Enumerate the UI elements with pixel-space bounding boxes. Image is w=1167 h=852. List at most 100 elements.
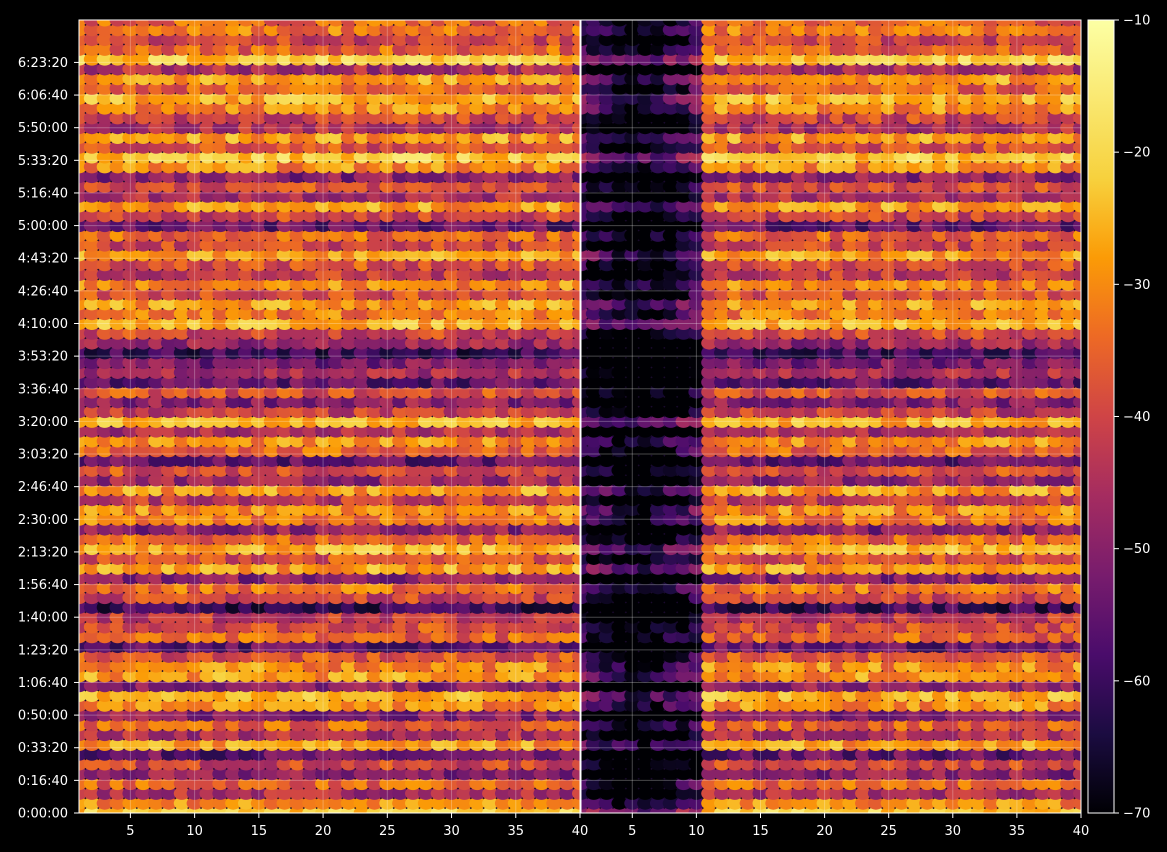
heatmap-cell: [662, 708, 679, 722]
heatmap-cell: [122, 356, 139, 370]
heatmap-cell: [173, 483, 190, 497]
heatmap-cell: [688, 620, 705, 634]
heatmap-cell: [340, 454, 357, 468]
heatmap-cell: [443, 20, 460, 27]
heatmap-cell: [752, 405, 769, 419]
heatmap-cell: [238, 522, 254, 536]
heatmap-cell: [533, 101, 550, 115]
heatmap-cell: [96, 297, 113, 311]
heatmap-cell: [83, 473, 100, 487]
heatmap-cell: [96, 532, 113, 546]
heatmap-cell: [225, 463, 242, 477]
heatmap-cell: [340, 140, 357, 154]
heatmap-cell: [276, 503, 293, 517]
heatmap-cell: [778, 767, 795, 781]
heatmap-cell: [714, 414, 731, 428]
heatmap-cell: [225, 307, 242, 321]
heatmap-cell: [520, 708, 537, 722]
heatmap-cell: [1073, 640, 1081, 654]
heatmap-cell: [765, 777, 782, 791]
heatmap-cell: [752, 669, 769, 683]
heatmap-cell: [482, 522, 499, 536]
heatmap-cell: [212, 571, 229, 585]
heatmap-cell: [1021, 473, 1038, 487]
heatmap-cell: [109, 209, 126, 223]
heatmap-cell: [379, 463, 396, 477]
heatmap-cell: [225, 747, 242, 761]
heatmap-cell: [520, 238, 537, 252]
heatmap-cell: [405, 679, 421, 693]
heatmap-cell: [842, 473, 859, 487]
heatmap-cell: [327, 610, 344, 624]
heatmap-cell: [160, 385, 177, 399]
heatmap-cell: [199, 669, 216, 683]
heatmap-cell: [289, 454, 306, 468]
heatmap-cell: [688, 551, 705, 565]
heatmap-cell: [96, 268, 113, 282]
heatmap-cell: [122, 610, 139, 624]
heatmap-cell: [624, 395, 641, 409]
heatmap-cell: [675, 581, 692, 595]
heatmap-cell: [160, 522, 177, 536]
heatmap-cell: [546, 209, 563, 223]
heatmap-cell: [456, 463, 473, 477]
heatmap-cell: [366, 679, 383, 693]
heatmap-cell: [148, 72, 165, 86]
heatmap-cell: [816, 551, 833, 565]
heatmap-cell: [546, 473, 563, 487]
heatmap-cell: [559, 189, 576, 203]
heatmap-cell: [546, 640, 563, 654]
heatmap-cell: [572, 689, 580, 703]
heatmap-cell: [289, 307, 306, 321]
heatmap-cell: [417, 532, 434, 546]
heatmap-cell: [469, 228, 486, 242]
heatmap-cell: [315, 659, 332, 673]
heatmap-cell: [893, 728, 910, 742]
heatmap-cell: [867, 414, 884, 428]
heatmap-cell: [96, 287, 113, 301]
heatmap-cell: [520, 512, 537, 526]
heatmap-cell: [199, 62, 216, 76]
heatmap-cell: [340, 620, 357, 634]
heatmap-cell: [199, 23, 216, 37]
heatmap-cell: [109, 405, 126, 419]
heatmap-cell: [867, 473, 884, 487]
heatmap-cell: [315, 23, 332, 37]
heatmap-cell: [688, 679, 705, 693]
heatmap-cell: [186, 219, 203, 233]
heatmap-cell: [186, 737, 203, 751]
heatmap-cell: [726, 649, 743, 663]
heatmap-cell: [443, 591, 460, 605]
heatmap-cell: [482, 414, 499, 428]
heatmap-cell: [443, 33, 460, 47]
heatmap-cell: [276, 777, 293, 791]
heatmap-cell: [765, 747, 782, 761]
heatmap-cell: [263, 268, 280, 282]
heatmap-cell: [572, 140, 580, 154]
heatmap-cell: [379, 600, 396, 614]
heatmap-cell: [739, 434, 756, 448]
heatmap-cell: [392, 33, 409, 47]
heatmap-cell: [186, 718, 203, 732]
heatmap-cell: [726, 532, 743, 546]
heatmap-cell: [122, 365, 139, 379]
heatmap-cell: [507, 483, 524, 497]
heatmap-cell: [430, 82, 447, 96]
heatmap-cell: [546, 718, 563, 732]
heatmap-cell: [302, 91, 319, 105]
heatmap-cell: [726, 698, 743, 712]
heatmap-cell: [624, 669, 641, 683]
heatmap-cell: [546, 728, 563, 742]
heatmap-cell: [572, 395, 580, 409]
heatmap-cell: [829, 483, 846, 497]
heatmap-cell: [315, 581, 332, 595]
heatmap-cell: [726, 414, 743, 428]
heatmap-cell: [507, 287, 524, 301]
heatmap-cell: [1021, 414, 1038, 428]
heatmap-cell: [765, 698, 782, 712]
heatmap-cell: [199, 522, 216, 536]
heatmap-cell: [160, 356, 177, 370]
heatmap-cell: [96, 62, 113, 76]
heatmap-cell: [366, 395, 383, 409]
heatmap-cell: [1021, 757, 1038, 771]
